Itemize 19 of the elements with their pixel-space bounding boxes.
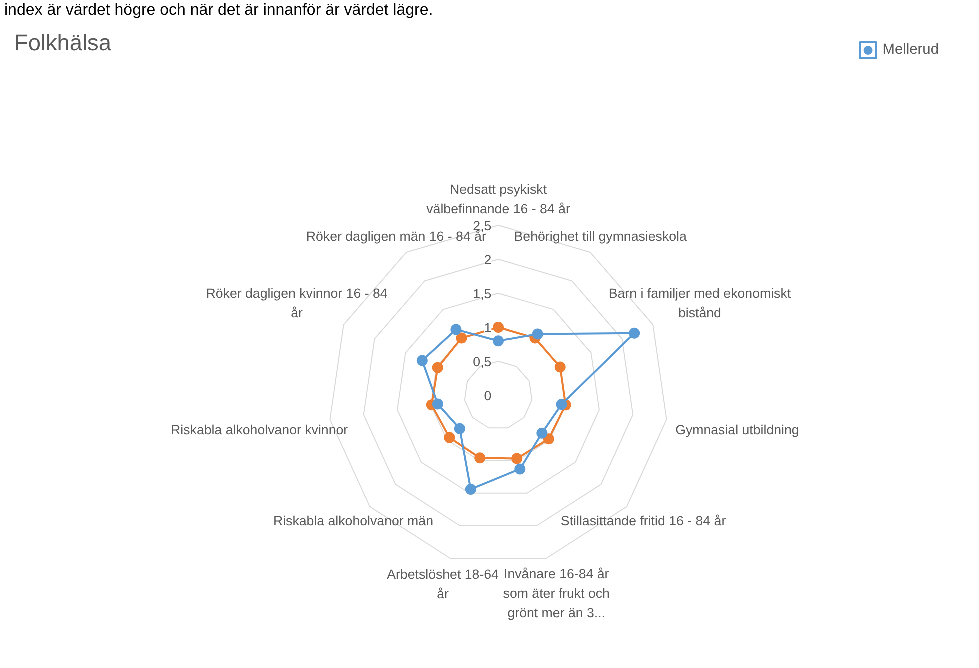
spoke-label: Stillasittande fritid 16 - 84 år: [560, 514, 727, 529]
spoke-label: Arbetslöshet 18-64 år: [387, 567, 500, 602]
legend-label: Mellerud: [882, 42, 939, 58]
y-tick-label: 0,5: [473, 354, 492, 370]
spoke-label: Gymnasial utbildning: [676, 422, 800, 438]
spoke-label: Behörighet till gymnasieskola: [514, 229, 688, 244]
spoke-label: Invånare 16-84 år som äter frukt och grönt mer än 3...: [503, 566, 610, 620]
spoke-label: Nedsatt psykiskt välbefinnande 16 - 84 år: [426, 182, 571, 217]
chart-title: Folkhälsa: [14, 30, 112, 56]
spoke-label: Riskabla alkoholvanor kvinnor: [171, 422, 349, 438]
y-tick-label: 2,5: [473, 218, 492, 234]
y-tick-label: 1: [484, 320, 492, 336]
spoke-label: Barn i familjer med ekonomiskt bistånd: [608, 286, 792, 321]
y-tick-label: 0: [484, 388, 492, 404]
y-tick-label: 1,5: [473, 286, 492, 302]
spoke-label: Riskabla alkoholvanor män: [273, 514, 434, 529]
y-tick-label: 2: [484, 252, 492, 268]
spoke-label: Röker dagligen kvinnor 16 - 84 år: [206, 286, 388, 321]
text: index är värdet högre och när det är innanför är värdet lägre.: [4, 2, 434, 19]
